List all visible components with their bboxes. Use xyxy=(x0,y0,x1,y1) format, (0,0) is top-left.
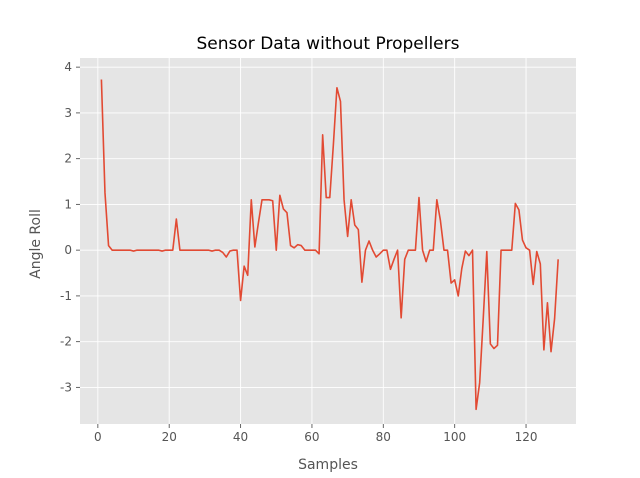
x-tick-label: 100 xyxy=(443,430,466,444)
x-tick-label: 40 xyxy=(233,430,248,444)
y-grid xyxy=(76,66,576,388)
y-tick-label: 4 xyxy=(64,60,72,74)
x-tick-label: 80 xyxy=(376,430,391,444)
y-tick-label: 1 xyxy=(64,197,72,211)
chart-title: Sensor Data without Propellers xyxy=(197,34,460,54)
x-tick-labels: 0 20 40 60 80 100 120 xyxy=(94,430,537,444)
x-tick-label: 20 xyxy=(162,430,177,444)
y-tick-label: -3 xyxy=(60,380,72,394)
series-group xyxy=(100,79,559,411)
x-grid xyxy=(97,58,527,428)
y-tick-label: 2 xyxy=(64,152,72,166)
y-tick-label: 0 xyxy=(64,243,72,257)
plot-panel xyxy=(80,58,576,424)
x-tick-label: 0 xyxy=(94,430,102,444)
y-tick-label: -1 xyxy=(60,289,72,303)
series-line xyxy=(100,79,559,411)
x-tick-label: 60 xyxy=(304,430,319,444)
y-tick-label: 3 xyxy=(64,106,72,120)
y-tick-label: -2 xyxy=(60,335,72,349)
y-axis-label: Angle Roll xyxy=(28,209,44,279)
x-tick-label: 120 xyxy=(515,430,538,444)
x-axis-label: Samples xyxy=(298,457,358,473)
y-tick-labels: -3 -2 -1 0 1 2 3 4 xyxy=(60,60,72,394)
